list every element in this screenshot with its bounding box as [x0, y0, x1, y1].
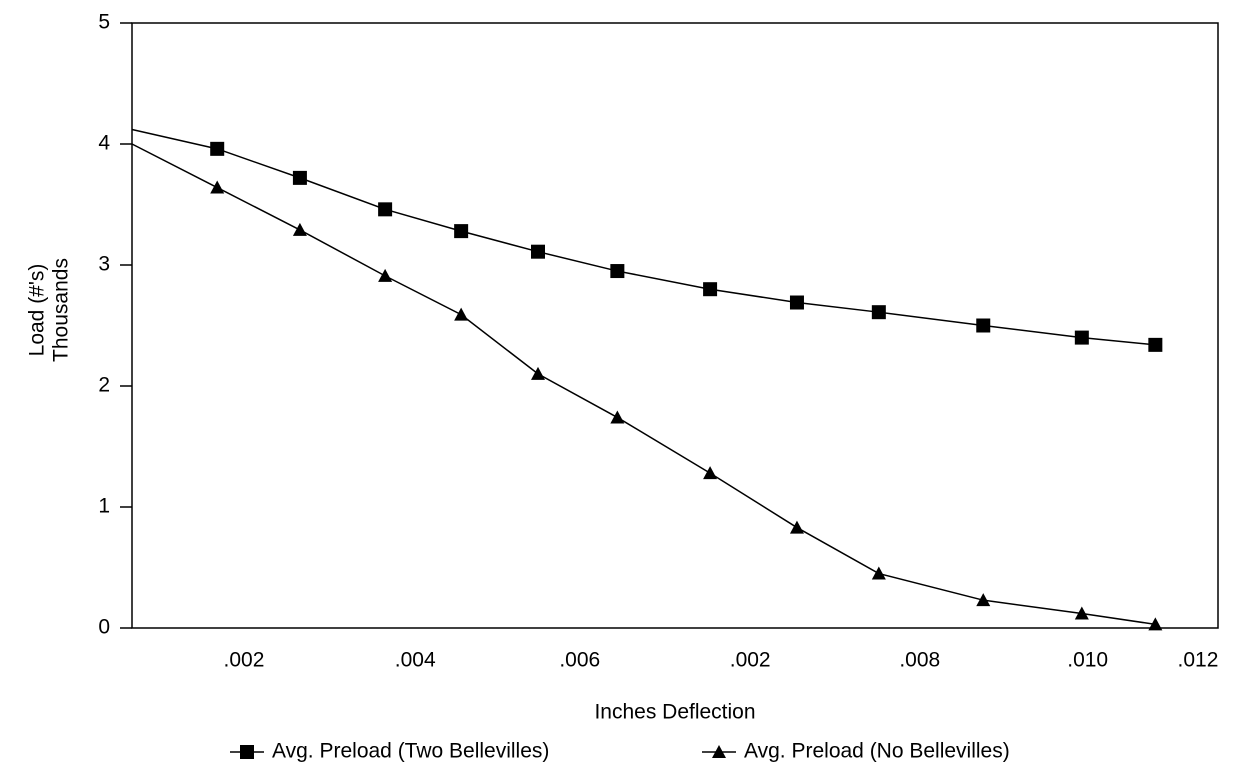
x-tick-label: .002 — [730, 649, 771, 672]
marker — [292, 170, 307, 185]
marker — [703, 466, 718, 480]
y-axis-label: Load (#'s) — [26, 264, 49, 357]
marker — [976, 318, 991, 333]
x-tick-label: .008 — [899, 649, 940, 672]
legend-label: Avg. Preload (Two Bellevilles) — [272, 740, 549, 763]
x-tick-label: .010 — [1067, 649, 1108, 672]
marker — [789, 520, 804, 534]
marker — [454, 224, 469, 239]
y-tick-label: 0 — [98, 616, 110, 639]
series-line — [131, 143, 1156, 626]
marker — [454, 307, 469, 321]
marker — [378, 202, 393, 217]
x-tick-label: .006 — [559, 649, 600, 672]
y-axis-label: Thousands — [50, 258, 73, 362]
y-tick-label: 1 — [98, 495, 110, 518]
x-tick-label: .012 — [1178, 649, 1219, 672]
marker — [1074, 606, 1089, 620]
marker — [610, 410, 625, 424]
marker — [530, 244, 545, 259]
marker — [210, 141, 225, 156]
y-tick-label: 3 — [98, 253, 110, 276]
marker — [210, 180, 225, 194]
marker — [976, 593, 991, 607]
marker — [871, 305, 886, 320]
x-tick-label: .002 — [224, 649, 265, 672]
marker — [871, 566, 886, 580]
legend-marker — [712, 745, 726, 758]
marker — [292, 222, 307, 236]
y-tick-label: 4 — [98, 132, 110, 155]
legend-label: Avg. Preload (No Bellevilles) — [744, 740, 1010, 763]
marker — [378, 268, 393, 282]
marker — [1148, 617, 1163, 631]
marker — [703, 282, 718, 297]
x-axis-label: Inches Deflection — [594, 701, 755, 724]
marker — [530, 366, 545, 380]
marker — [1148, 337, 1163, 352]
legend-marker — [240, 745, 254, 759]
x-tick-label: .004 — [395, 649, 436, 672]
plot-frame — [131, 22, 1219, 629]
y-tick-label: 5 — [98, 11, 110, 34]
y-tick-label: 2 — [98, 374, 110, 397]
marker — [789, 295, 804, 310]
marker — [1074, 330, 1089, 345]
series-line — [131, 128, 1156, 346]
marker — [610, 264, 625, 279]
